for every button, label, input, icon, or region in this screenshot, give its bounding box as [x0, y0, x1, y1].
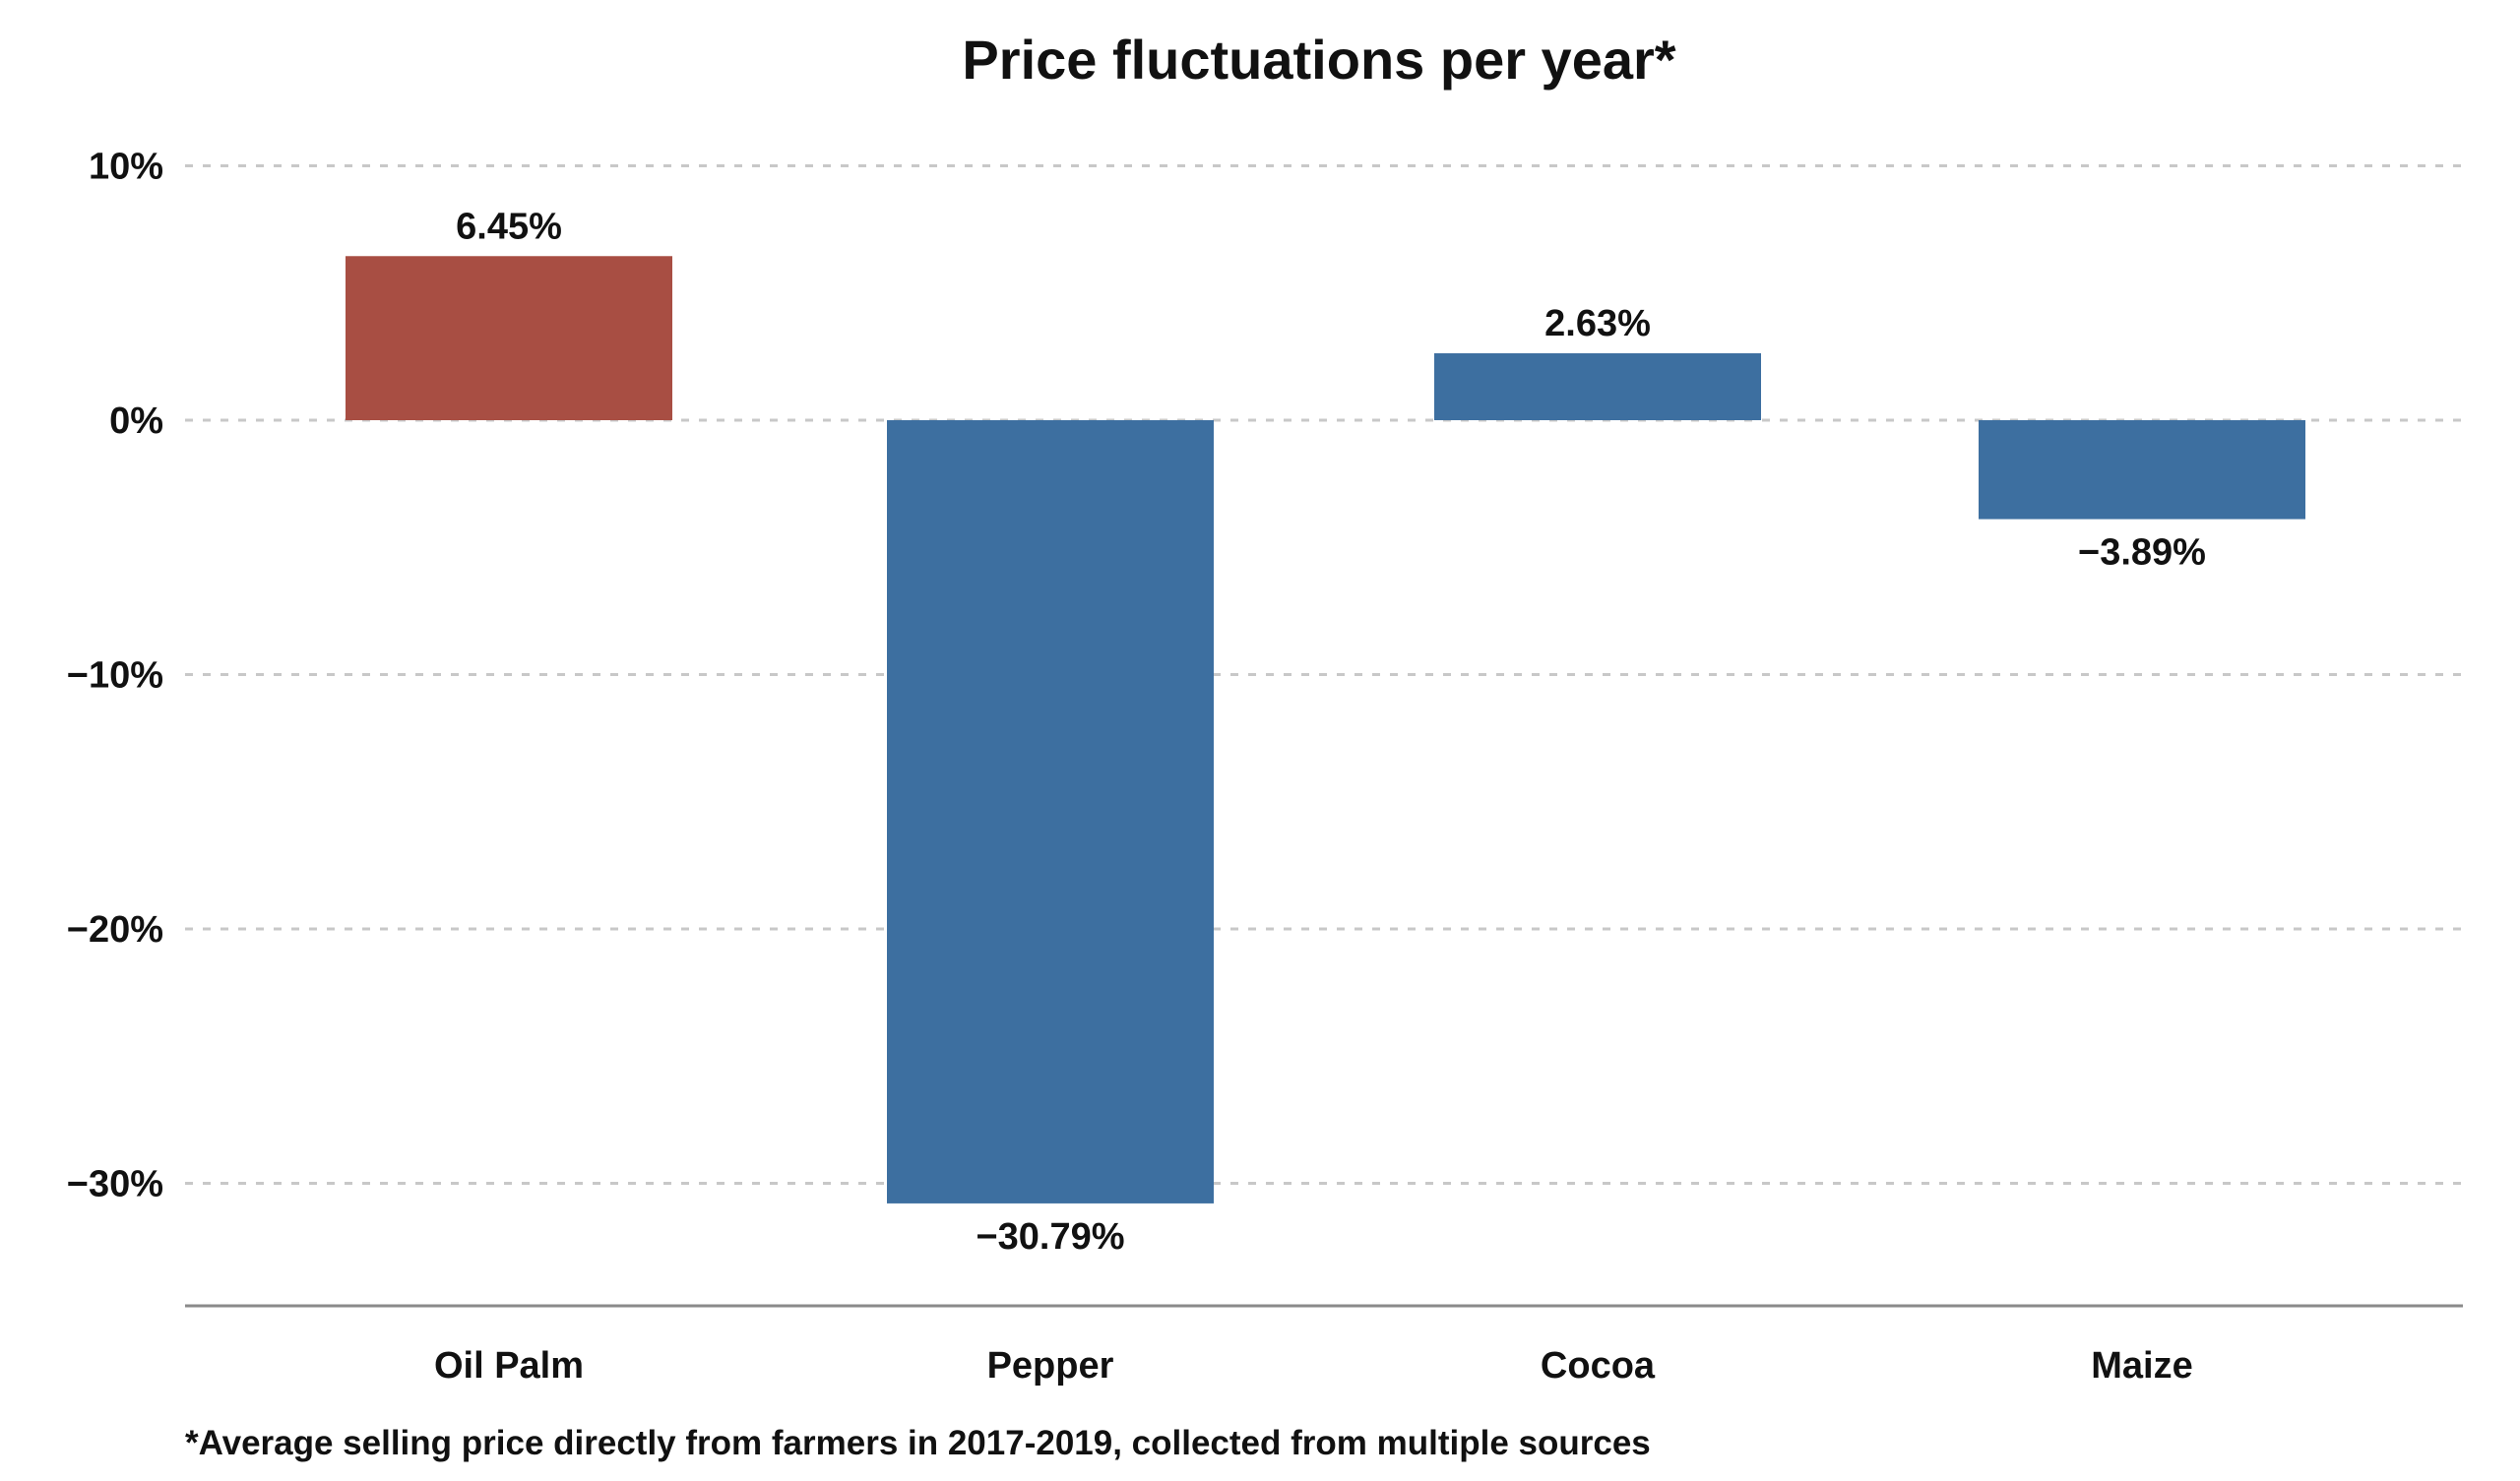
- value-label: 2.63%: [1544, 303, 1651, 344]
- y-tick-label: 10%: [89, 147, 163, 188]
- y-tick-label: −20%: [67, 909, 163, 951]
- y-tick-label: 0%: [109, 401, 163, 442]
- y-tick-label: −30%: [67, 1164, 163, 1205]
- value-label: −3.89%: [2078, 532, 2206, 574]
- category-label: Maize: [2091, 1345, 2192, 1387]
- bar-cocoa: [1434, 353, 1761, 420]
- value-label: −30.79%: [976, 1216, 1124, 1258]
- bar-oil-palm: [346, 256, 672, 420]
- value-label: 6.45%: [456, 206, 562, 247]
- category-label: Cocoa: [1541, 1345, 1656, 1387]
- value-labels: 6.45% −30.79% 2.63% −3.89%: [456, 206, 2206, 1258]
- y-tick-label: −10%: [67, 655, 163, 697]
- category-label: Oil Palm: [434, 1345, 584, 1387]
- chart-title: Price fluctuations per year*: [962, 29, 1675, 91]
- category-label: Pepper: [987, 1345, 1114, 1387]
- bar-maize: [1979, 420, 2305, 520]
- bar-pepper: [887, 420, 1214, 1203]
- footnote: *Average selling price directly from far…: [185, 1424, 1651, 1462]
- x-axis-categories: Oil Palm Pepper Cocoa Maize: [434, 1345, 2193, 1387]
- y-axis-ticks: 10% 0% −10% −20% −30%: [67, 147, 163, 1205]
- bars: [346, 256, 2305, 1203]
